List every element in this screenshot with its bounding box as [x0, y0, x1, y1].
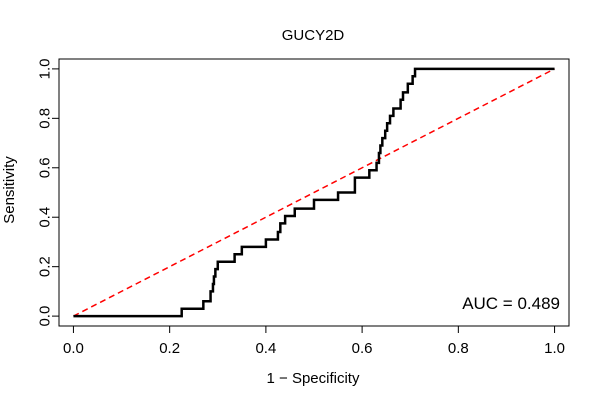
reference-diagonal-line	[73, 68, 555, 317]
auc-annotation: AUC = 0.489	[462, 294, 560, 313]
x-tick-label: 0.8	[448, 340, 469, 357]
y-tick-label: 0.4	[37, 207, 54, 228]
x-axis-label: 1 − Specificity	[267, 370, 360, 387]
x-axis: 0.0 0.2 0.4 0.6 0.8 1.0	[63, 325, 565, 357]
y-tick-label: 0.8	[37, 108, 54, 129]
x-tick-label: 0.6	[352, 340, 373, 357]
x-tick-label: 0.2	[159, 340, 180, 357]
x-tick-label: 0.4	[255, 340, 276, 357]
y-tick-label: 1.0	[37, 58, 54, 79]
x-tick-label: 0.0	[63, 340, 84, 357]
y-tick-label: 0.0	[37, 306, 54, 327]
y-axis: 0.0 0.2 0.4 0.6 0.8 1.0	[37, 58, 60, 327]
roc-curve-line	[73, 67, 555, 318]
chart-title: GUCY2D	[282, 27, 345, 44]
y-tick-label: 0.2	[37, 256, 54, 277]
x-tick-label: 1.0	[544, 340, 565, 357]
y-tick-label: 0.6	[37, 157, 54, 178]
y-axis-label: Sensitivity	[1, 156, 18, 224]
